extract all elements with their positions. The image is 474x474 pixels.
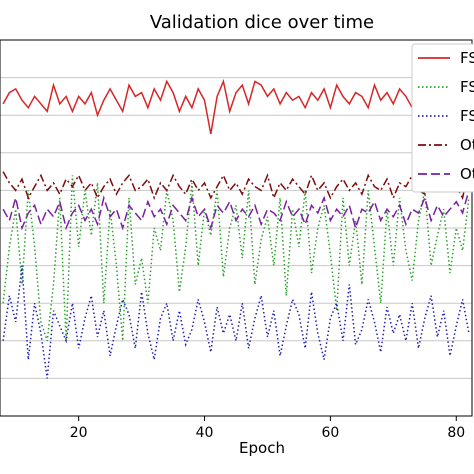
x-tick-label: 20 — [70, 425, 88, 441]
series-line-2 — [2, 175, 470, 342]
x-tick-label: 80 — [447, 425, 465, 441]
series-line-4 — [2, 167, 470, 201]
x-axis-label: Epoch — [239, 439, 285, 457]
x-axis-ticks: 20 40 60 80 — [70, 416, 465, 441]
x-tick-label: 40 — [196, 425, 214, 441]
series-lines — [2, 78, 470, 379]
gridlines — [0, 77, 472, 379]
chart-title: Validation dice over time — [150, 12, 374, 33]
legend-label-1: FS — [460, 49, 474, 67]
series-line-3 — [2, 265, 470, 379]
legend-label-5: Ot — [460, 165, 474, 183]
series-line-1 — [2, 78, 470, 135]
legend-box — [411, 43, 474, 193]
legend-label-4: Ot — [460, 136, 474, 154]
plot-frame — [0, 39, 473, 417]
legend-label-2: FS — [460, 78, 474, 96]
x-tick-label: 60 — [321, 425, 339, 441]
legend-label-3: FS — [460, 107, 474, 125]
legend: FS FS FS Ot Ot — [411, 43, 474, 193]
series-line-5 — [2, 190, 470, 231]
